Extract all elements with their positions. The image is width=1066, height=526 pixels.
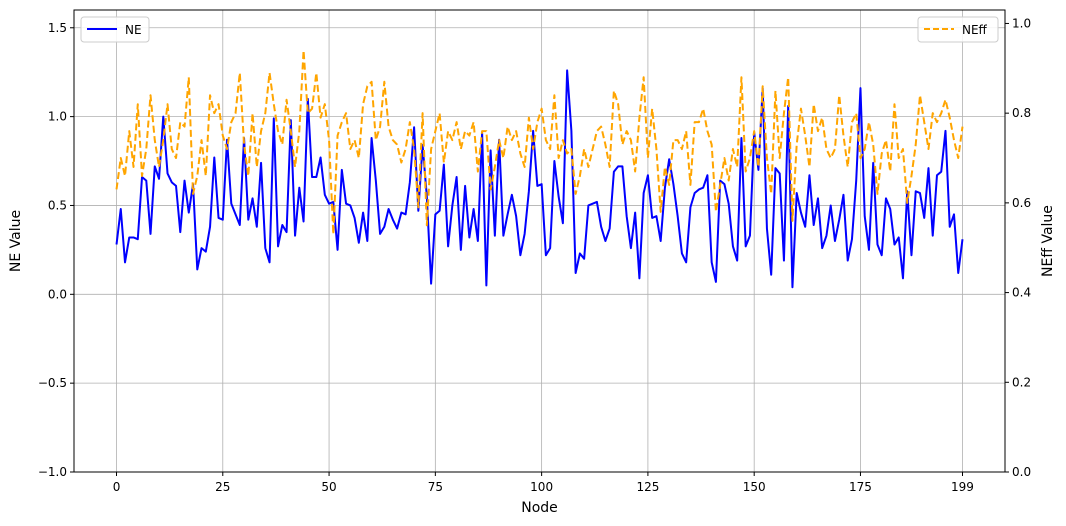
y-tick-label-2: 0.0	[48, 287, 67, 301]
neff-line	[115, 49, 964, 236]
y-axis-title: NE Value	[8, 210, 24, 272]
x-tick-label-2: 50	[321, 480, 336, 494]
ne-line	[115, 69, 964, 289]
legend-neff-box	[917, 16, 999, 43]
neff-series	[115, 49, 964, 236]
grid-lines	[74, 10, 1005, 473]
y2-tick-label-2: 0.4	[1012, 286, 1031, 300]
y2-tick-label-1: 0.2	[1012, 375, 1031, 389]
y2-tick-label-0: 0.0	[1012, 465, 1031, 479]
x-tick-label-5: 125	[636, 480, 659, 494]
plot-frame	[73, 9, 1006, 473]
y-tick-label-3: 0.5	[48, 198, 67, 212]
y2-tick-label-5: 1.0	[1012, 16, 1031, 30]
x-tick-label-8: 199	[951, 480, 974, 494]
x-tick-label-1: 25	[215, 480, 230, 494]
x-tick-label-3: 75	[428, 480, 443, 494]
x-tick-label-6: 150	[743, 480, 766, 494]
y-tick-label-4: 1.0	[48, 110, 67, 124]
x-tick-label-7: 175	[849, 480, 872, 494]
y2-axis-ticks: 0.0 0.2 0.4 0.6 0.8 1.0	[1005, 16, 1031, 479]
y-tick-label-0: −1.0	[38, 465, 67, 479]
x-tick-label-4: 100	[530, 480, 553, 494]
legend-neff: NEff	[917, 16, 999, 43]
x-axis-title: Node	[521, 500, 558, 516]
y-tick-label-1: −0.5	[38, 376, 67, 390]
y-axis-ticks: −1.0 −0.5 0.0 0.5 1.0 1.5	[38, 21, 74, 479]
y2-tick-label-4: 0.8	[1012, 106, 1031, 120]
x-tick-label-0: 0	[113, 480, 121, 494]
y2-tick-label-3: 0.6	[1012, 196, 1031, 210]
y-tick-label-5: 1.5	[48, 21, 67, 35]
legend-ne-label: NE	[125, 23, 142, 37]
ne-series	[115, 69, 964, 289]
y2-axis-title: NEff Value	[1040, 205, 1056, 277]
x-axis-ticks: 0 25 50 75 100 125 150 175 199	[113, 472, 974, 494]
legend-neff-label: NEff	[962, 23, 988, 37]
legend-ne: NE	[80, 16, 150, 43]
